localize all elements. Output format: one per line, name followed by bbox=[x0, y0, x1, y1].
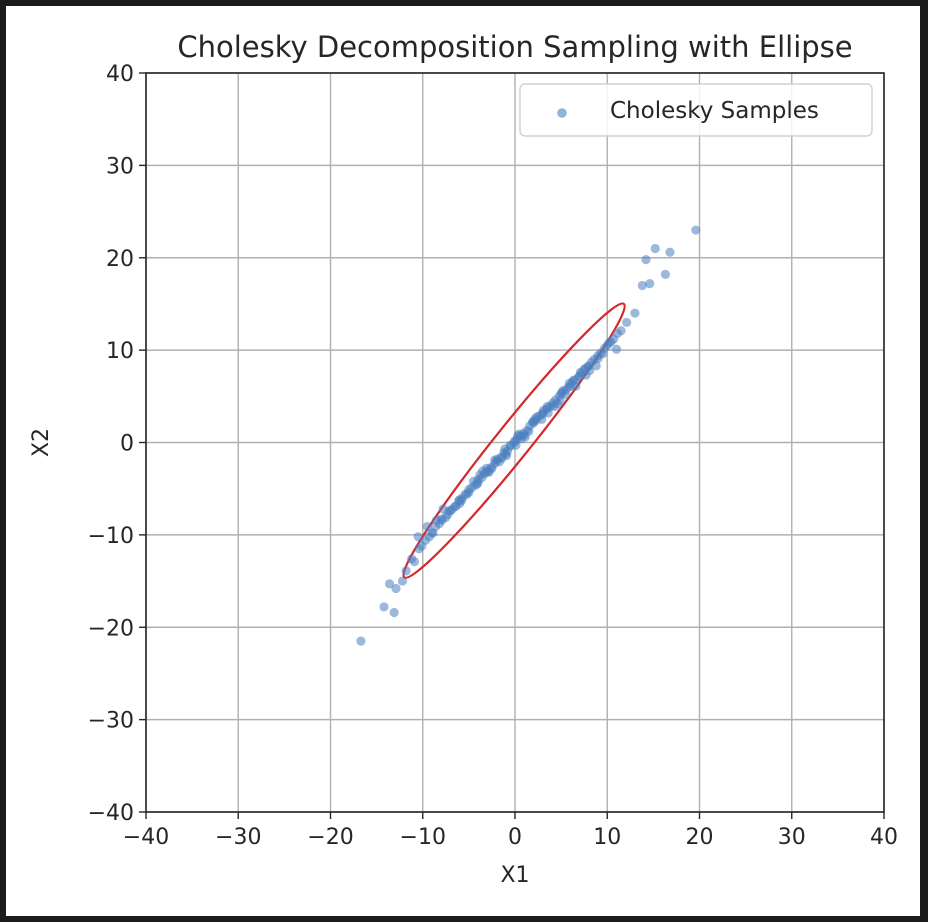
y-tick-label: −10 bbox=[88, 524, 134, 549]
scatter-point bbox=[478, 466, 488, 476]
chart-title: Cholesky Decomposition Sampling with Ell… bbox=[177, 30, 852, 64]
scatter-point bbox=[490, 455, 500, 465]
y-tick-label: 40 bbox=[106, 62, 134, 87]
scatter-point bbox=[598, 349, 608, 359]
scatter-point bbox=[379, 602, 389, 612]
scatter-point bbox=[538, 405, 549, 415]
scatter-point bbox=[511, 440, 521, 450]
figure-background bbox=[6, 6, 920, 916]
scatter-point bbox=[391, 583, 401, 594]
x-tick-label: −30 bbox=[215, 825, 261, 850]
scatter-point bbox=[427, 528, 437, 538]
y-axis-label: X2 bbox=[29, 428, 54, 457]
scatter-point bbox=[637, 280, 647, 291]
scatter-point bbox=[443, 509, 453, 520]
y-tick-label: 30 bbox=[106, 154, 134, 179]
scatter-point bbox=[564, 378, 575, 388]
scatter-point bbox=[604, 338, 614, 348]
scatter-point bbox=[530, 413, 540, 424]
x-tick-label: −40 bbox=[123, 825, 169, 850]
y-tick-label: 10 bbox=[106, 339, 134, 364]
scatter-point bbox=[409, 557, 420, 567]
x-tick-label: 40 bbox=[870, 825, 898, 850]
x-tick-label: −10 bbox=[400, 825, 446, 850]
scatter-point bbox=[413, 532, 423, 542]
y-tick-label: −30 bbox=[88, 709, 134, 734]
x-tick-label: 30 bbox=[778, 825, 806, 850]
scatter-point bbox=[389, 607, 399, 618]
scatter-point bbox=[500, 444, 510, 454]
scatter-point bbox=[691, 225, 701, 235]
scatter-point bbox=[401, 566, 411, 576]
x-tick-label: 0 bbox=[508, 825, 522, 850]
scatter-point bbox=[456, 496, 467, 506]
scatter-point bbox=[422, 521, 432, 532]
scatter-point bbox=[397, 576, 408, 586]
x-axis-label: X1 bbox=[500, 863, 529, 888]
y-tick-label: 20 bbox=[106, 247, 134, 272]
scatter-point bbox=[650, 243, 660, 254]
scatter-point bbox=[558, 386, 568, 396]
scatter-point bbox=[356, 636, 366, 646]
y-tick-label: −20 bbox=[88, 616, 134, 641]
scatter-point bbox=[665, 247, 675, 257]
scatter-point bbox=[472, 479, 482, 489]
x-tick-label: 10 bbox=[593, 825, 621, 850]
scatter-point bbox=[645, 279, 655, 289]
scatter-point bbox=[616, 326, 626, 336]
scatter-point bbox=[641, 254, 651, 265]
scatter-point bbox=[660, 269, 670, 279]
scatter-point bbox=[575, 367, 586, 377]
scatter-points bbox=[356, 225, 701, 646]
scatter-point bbox=[622, 317, 632, 328]
legend-box bbox=[519, 83, 873, 137]
x-tick-label: −20 bbox=[307, 825, 353, 850]
scatter-point bbox=[384, 579, 395, 589]
scatter-point bbox=[555, 396, 565, 406]
legend: Cholesky Samples bbox=[519, 83, 873, 137]
scatter-point bbox=[462, 489, 472, 499]
legend-label: Cholesky Samples bbox=[610, 98, 819, 124]
scatter-point bbox=[611, 344, 622, 354]
scatter-point bbox=[431, 515, 442, 525]
y-tick-label: 0 bbox=[120, 432, 134, 457]
scatter-point bbox=[520, 432, 530, 442]
y-tick-label: −40 bbox=[88, 801, 134, 826]
legend-marker bbox=[557, 108, 567, 118]
axis-ticks: −40 −30 −20 −10 0 10 20 30 40 −40 −30 −20 −10 0 10 20 30… bbox=[88, 62, 898, 850]
x-tick-label: 20 bbox=[686, 825, 714, 850]
scatter-point bbox=[591, 361, 601, 371]
scatter-point bbox=[630, 308, 640, 318]
